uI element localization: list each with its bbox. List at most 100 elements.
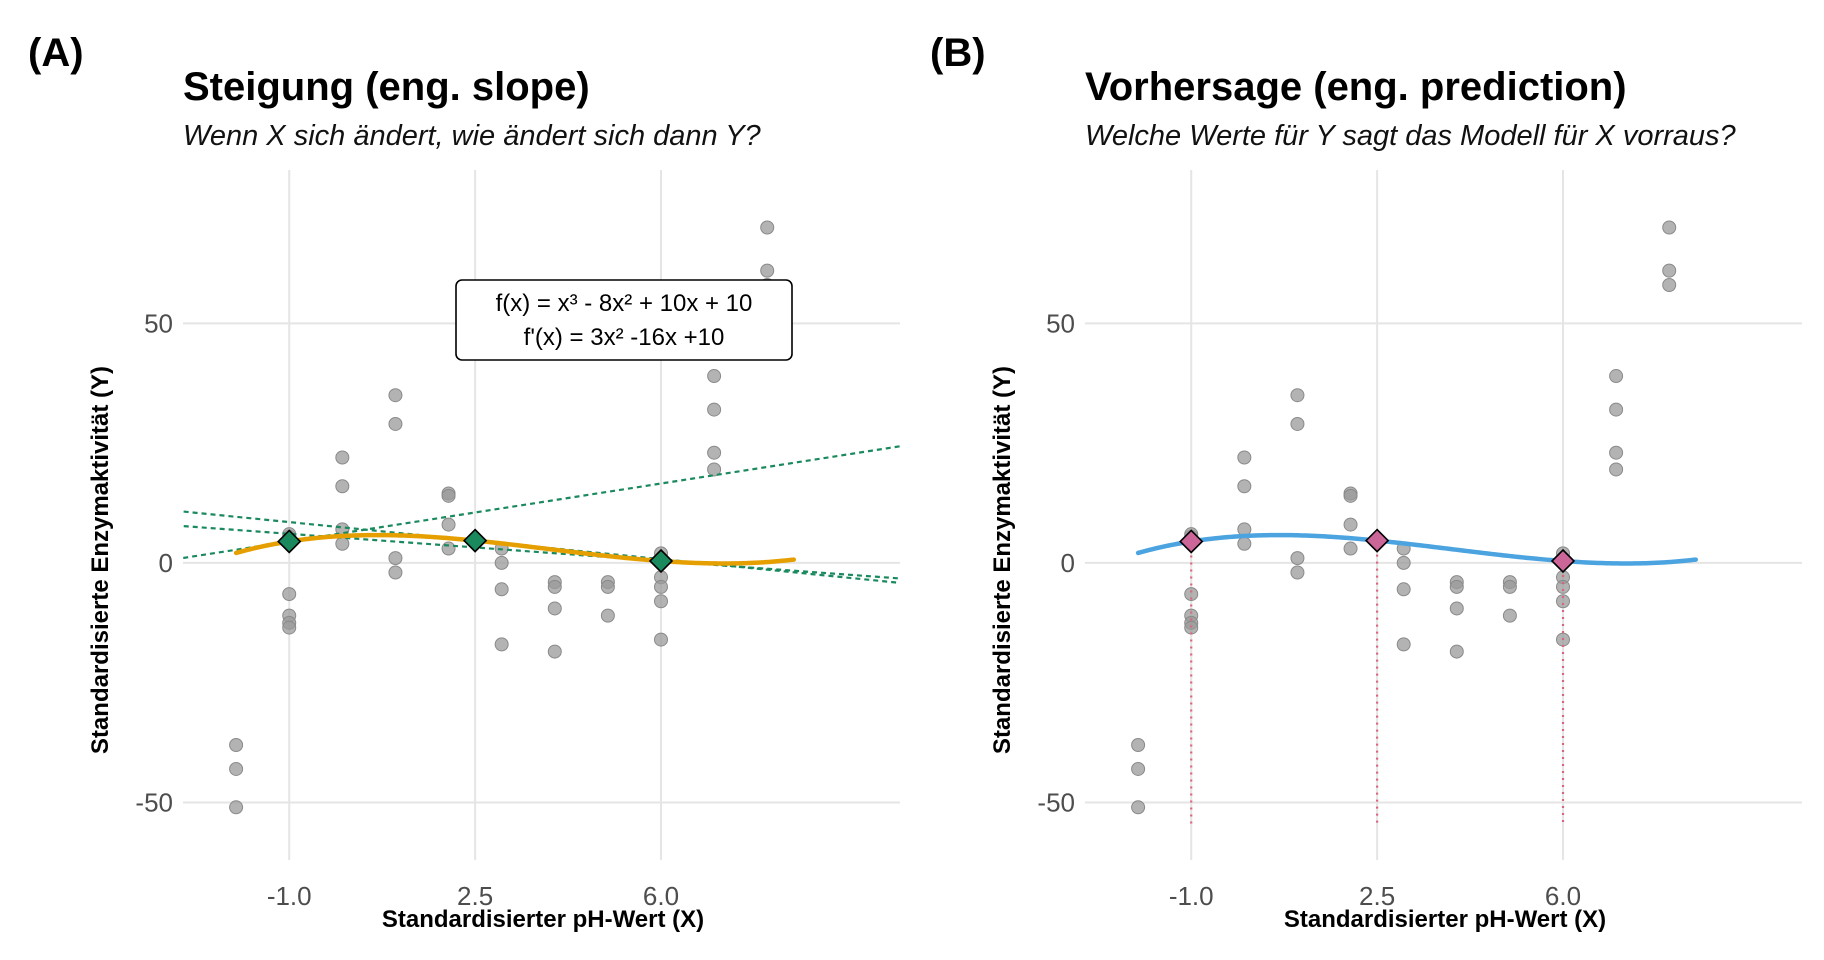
data-point bbox=[1556, 594, 1570, 609]
data-point bbox=[1343, 488, 1358, 503]
formula-box-frame bbox=[455, 279, 793, 361]
data-point bbox=[494, 555, 509, 570]
panel-b-title: Vorhersage (eng. prediction) bbox=[1085, 65, 1627, 109]
data-point bbox=[1290, 565, 1305, 580]
y-tick-label: 0 bbox=[159, 548, 173, 578]
y-tick-label: -50 bbox=[1037, 788, 1075, 818]
panel-a-y-axis-label: Standardisierte Enzymaktivität (Y) bbox=[87, 366, 114, 754]
data-point bbox=[547, 601, 562, 616]
data-point bbox=[388, 565, 403, 580]
data-point bbox=[1662, 263, 1677, 278]
panel-b-label: (B) bbox=[930, 31, 986, 75]
data-point bbox=[654, 632, 668, 647]
x-tick-label: 6.0 bbox=[1545, 881, 1581, 911]
data-point bbox=[282, 620, 297, 635]
data-point bbox=[229, 738, 244, 752]
tangent-point-marker bbox=[462, 528, 488, 553]
model-curve bbox=[233, 532, 797, 566]
prediction-marker bbox=[1550, 548, 1576, 574]
data-point bbox=[1290, 388, 1305, 403]
data-point bbox=[1449, 644, 1464, 659]
data-point bbox=[1449, 579, 1464, 594]
data-point bbox=[1662, 220, 1677, 235]
data-point bbox=[654, 579, 668, 594]
data-point bbox=[335, 450, 350, 465]
prediction-marker bbox=[1179, 529, 1204, 554]
panel-a-label: (A) bbox=[28, 31, 84, 75]
data-point bbox=[1131, 761, 1146, 776]
data-point bbox=[388, 551, 403, 566]
data-point bbox=[441, 488, 456, 503]
panel-a: (A) Steigung (eng. slope) Wenn X sich än… bbox=[28, 31, 900, 933]
panel-a-title: Steigung (eng. slope) bbox=[183, 65, 590, 109]
tangent-point-marker bbox=[277, 529, 302, 554]
data-point bbox=[494, 637, 509, 652]
panel-a-subtitle: Wenn X sich ändert, wie ändert sich dann… bbox=[183, 120, 762, 152]
panel-b-subtitle: Welche Werte für Y sagt das Modell für X… bbox=[1085, 120, 1737, 152]
y-tick-label: 50 bbox=[1046, 308, 1075, 338]
data-point bbox=[1609, 369, 1624, 384]
data-point bbox=[1343, 541, 1358, 556]
data-point bbox=[1662, 278, 1677, 292]
data-point bbox=[1609, 402, 1624, 417]
data-point bbox=[547, 644, 562, 659]
data-point bbox=[1502, 608, 1517, 623]
x-tick-label: 2.5 bbox=[457, 881, 493, 911]
data-point bbox=[547, 579, 562, 594]
data-point bbox=[1396, 637, 1411, 652]
data-point bbox=[1290, 416, 1305, 431]
prediction-marker bbox=[1364, 528, 1390, 553]
model-curve bbox=[1135, 532, 1699, 566]
panel-b: (B) Vorhersage (eng. prediction) Welche … bbox=[930, 31, 1802, 933]
panel-b-x-axis-label: Standardisierter pH-Wert (X) bbox=[1284, 906, 1606, 933]
tangent-point-marker bbox=[648, 548, 674, 574]
data-point bbox=[1609, 462, 1624, 477]
data-point bbox=[654, 594, 668, 609]
data-point bbox=[760, 263, 775, 278]
data-point bbox=[1343, 517, 1358, 532]
x-tick-label: 6.0 bbox=[643, 881, 679, 911]
formula-box: f(x) = x³ - 8x² + 10x + 10 f'(x) = 3x² -… bbox=[455, 279, 793, 361]
data-point bbox=[1449, 601, 1464, 616]
data-point bbox=[1609, 445, 1624, 460]
data-point bbox=[229, 761, 244, 776]
y-tick-label: 0 bbox=[1061, 548, 1075, 578]
data-point bbox=[707, 402, 722, 417]
formula-derivative: f'(x) = 3x² -16x +10 bbox=[524, 324, 725, 351]
data-point bbox=[1131, 738, 1146, 752]
data-point bbox=[1396, 555, 1411, 570]
data-point bbox=[1184, 620, 1199, 635]
data-point bbox=[441, 517, 456, 532]
x-tick-label: -1.0 bbox=[1169, 881, 1214, 911]
plotB-clipped-layer bbox=[1135, 532, 1699, 566]
data-point bbox=[600, 579, 615, 594]
y-tick-label: 50 bbox=[144, 308, 173, 338]
data-point bbox=[388, 388, 403, 403]
data-point bbox=[600, 608, 615, 623]
data-point bbox=[1290, 551, 1305, 566]
data-point bbox=[282, 587, 297, 602]
data-point bbox=[1237, 450, 1252, 465]
data-point bbox=[229, 800, 244, 815]
x-tick-label: 2.5 bbox=[1359, 881, 1395, 911]
x-tick-label: -1.0 bbox=[267, 881, 312, 911]
panel-a-plot: -1.0 2.5 6.0 50 0 -50 bbox=[135, 170, 900, 911]
data-point bbox=[1131, 800, 1146, 815]
data-point bbox=[1237, 479, 1252, 494]
data-point bbox=[707, 445, 722, 460]
y-tick-label: -50 bbox=[135, 788, 173, 818]
tangent-line bbox=[183, 524, 900, 580]
data-point bbox=[1502, 579, 1517, 594]
data-point bbox=[1184, 587, 1199, 602]
panel-a-x-axis-label: Standardisierter pH-Wert (X) bbox=[382, 906, 704, 933]
panel-b-y-axis-label: Standardisierte Enzymaktivität (Y) bbox=[989, 366, 1016, 754]
formula-function: f(x) = x³ - 8x² + 10x + 10 bbox=[496, 290, 753, 317]
data-point bbox=[1556, 579, 1570, 594]
data-point bbox=[441, 541, 456, 556]
data-point bbox=[1237, 536, 1252, 551]
data-point bbox=[707, 369, 722, 384]
data-point bbox=[1396, 582, 1411, 597]
data-point bbox=[494, 582, 509, 597]
data-point bbox=[335, 479, 350, 494]
